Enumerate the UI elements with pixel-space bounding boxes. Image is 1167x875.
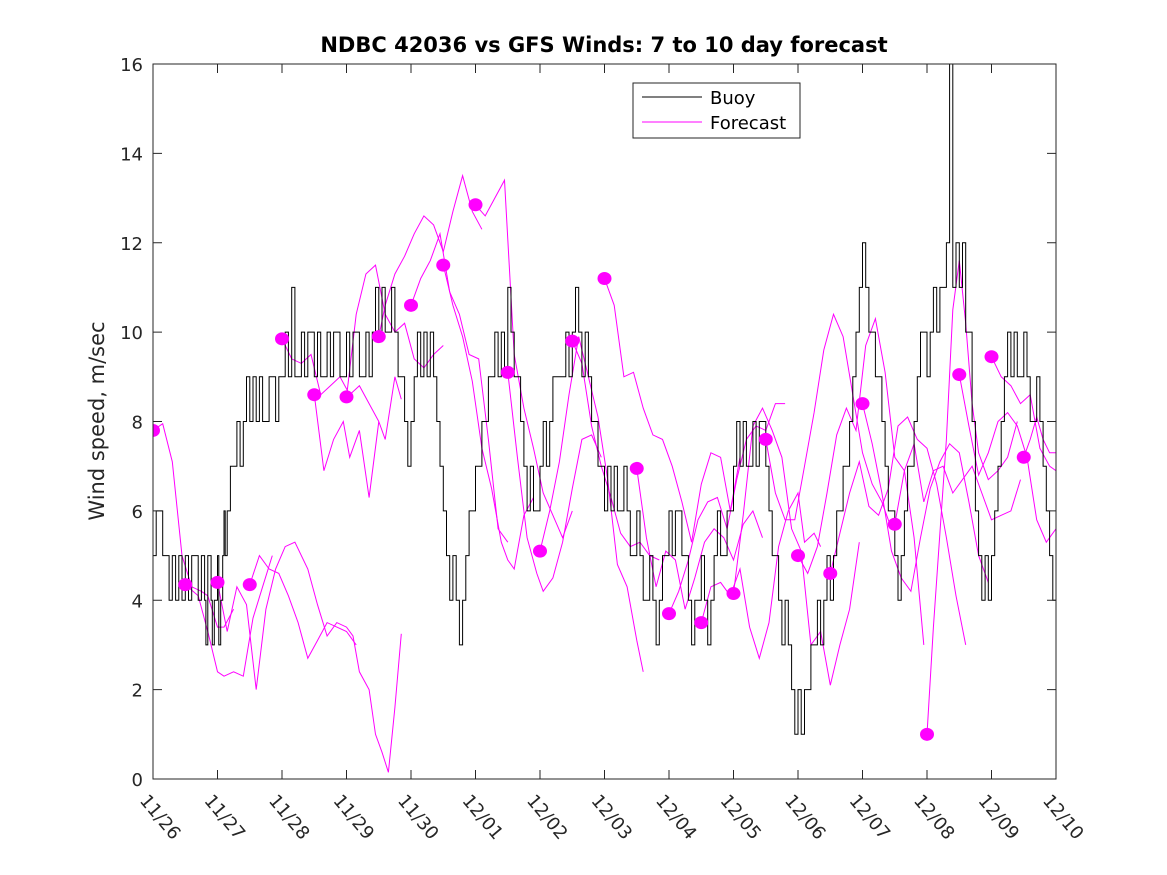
forecast-line-26: [991, 356, 1056, 472]
forecast-line-18: [733, 406, 860, 686]
forecast-start-dot-23: [887, 517, 902, 531]
forecast-line-1: [184, 555, 273, 677]
forecast-line-23: [894, 441, 1021, 525]
forecast-start-dot-1: [178, 578, 193, 592]
forecast-line-27: [1023, 415, 1056, 458]
y-tick-label: 6: [132, 502, 143, 523]
forecast-line-12: [539, 336, 644, 672]
forecast-line-20: [797, 316, 925, 645]
forecast-line-7: [378, 173, 483, 337]
forecast-line-9: [442, 264, 534, 571]
forecast-series: [153, 173, 1056, 773]
forecast-start-dot-10: [468, 198, 483, 212]
forecast-start-dot-19: [758, 432, 773, 446]
forecast-line-2: [217, 541, 402, 773]
buoy-line: [153, 64, 1056, 735]
forecast-start-dot-16: [662, 607, 676, 621]
y-tick-label: 4: [132, 591, 143, 612]
forecast-start-dot-7: [371, 330, 386, 344]
forecast-start-dot-14: [597, 272, 612, 285]
y-tick-label: 14: [120, 144, 143, 165]
forecast-line-22: [862, 403, 989, 593]
forecast-line-13: [571, 340, 660, 561]
forecast-start-dot-24: [920, 727, 934, 741]
forecast-line-19: [765, 312, 892, 529]
forecast-start-dot-26: [984, 350, 999, 364]
chart-title: NDBC 42036 vs GFS Winds: 7 to 10 day for…: [320, 33, 887, 57]
y-tick-label: 2: [132, 681, 143, 702]
y-tick-label: 12: [120, 234, 143, 255]
forecast-start-markers: [153, 198, 1031, 741]
plot-area: [153, 64, 1056, 779]
forecast-line-3: [249, 554, 357, 660]
forecast-line-4: [281, 338, 380, 422]
forecast-start-dot-22: [855, 397, 870, 411]
y-tick-label: 8: [132, 413, 143, 434]
forecast-line-17: [700, 491, 822, 661]
forecast-start-dot-9: [436, 258, 451, 272]
forecast-start-dot-4: [275, 332, 289, 346]
y-tick-label: 10: [120, 323, 143, 344]
forecast-start-dot-11: [500, 365, 515, 379]
legend-label-buoy: Buoy: [710, 88, 756, 109]
legend-label-forecast: Forecast: [710, 113, 786, 134]
forecast-line-21: [829, 416, 967, 645]
forecast-start-dot-15: [629, 461, 644, 475]
forecast-start-dot-27: [1016, 450, 1031, 464]
forecast-start-dot-18: [726, 587, 741, 601]
forecast-start-dot-13: [565, 334, 580, 348]
forecast-line-10: [475, 178, 573, 540]
forecast-line-11: [507, 372, 602, 593]
forecast-start-dot-21: [823, 566, 838, 580]
forecast-start-dot-5: [307, 388, 322, 402]
forecast-start-dot-20: [791, 549, 805, 563]
y-axis-label: Wind speed, m/sec: [85, 321, 109, 520]
y-tick-label: 16: [120, 55, 143, 76]
forecast-start-dot-12: [533, 544, 547, 558]
forecast-start-dot-6: [339, 390, 354, 404]
forecast-start-dot-3: [242, 578, 257, 592]
legend: Buoy Forecast: [632, 82, 801, 139]
forecast-start-dot-17: [694, 616, 709, 630]
forecast-line-8: [410, 231, 509, 543]
buoy-series: [153, 64, 1056, 735]
forecast-start-dot-25: [952, 368, 967, 382]
legend-box: [632, 82, 801, 139]
forecast-line-14: [604, 278, 741, 543]
y-tick-label: 0: [132, 770, 143, 791]
forecast-start-dot-0: [153, 423, 160, 437]
forecast-line-5: [313, 376, 402, 498]
forecast-start-dot-2: [210, 575, 225, 589]
forecast-start-dot-8: [404, 298, 418, 312]
